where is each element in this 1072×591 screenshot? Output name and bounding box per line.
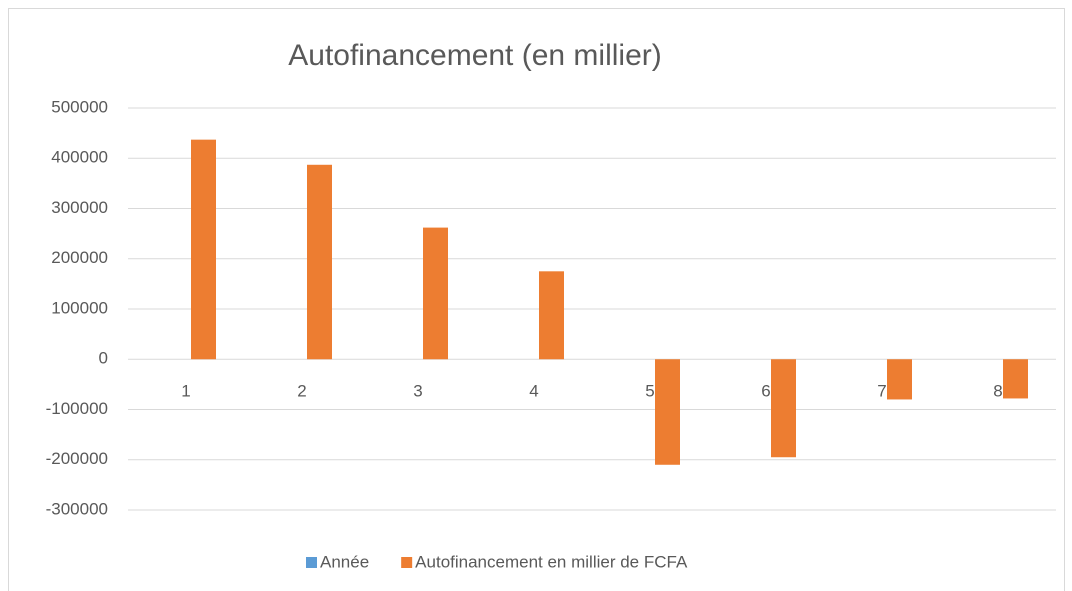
chart-title: Autofinancement (en millier): [288, 39, 662, 72]
y-tick-label: 200000: [51, 248, 108, 267]
x-tick-label: 5: [645, 381, 654, 400]
x-tick-label: 6: [761, 381, 770, 400]
y-tick-label: 0: [99, 349, 108, 368]
legend-swatch: [306, 557, 317, 568]
x-tick-label: 1: [181, 381, 190, 400]
x-tick-label: 7: [877, 381, 886, 400]
bar: [655, 359, 680, 465]
x-tick-label: 3: [413, 381, 422, 400]
bar: [307, 164, 332, 360]
x-tick-label: 2: [297, 381, 306, 400]
y-tick-label: 100000: [51, 298, 108, 317]
y-tick-label: -300000: [46, 499, 108, 518]
y-tick-label: -200000: [46, 449, 108, 468]
bar: [1003, 359, 1028, 399]
bar: [539, 271, 564, 360]
bar: [771, 359, 796, 458]
bar: [423, 227, 448, 360]
x-tick-label: 4: [529, 381, 538, 400]
y-tick-label: 500000: [51, 97, 108, 116]
legend-label: Année: [320, 552, 369, 571]
x-tick-label: 8: [993, 381, 1002, 400]
y-tick-label: -100000: [46, 399, 108, 418]
y-tick-label: 300000: [51, 198, 108, 217]
legend-swatch: [401, 557, 413, 568]
chart-border: [8, 8, 1065, 591]
legend-label: Autofinancement en millier de FCFA: [415, 552, 688, 571]
bar: [191, 139, 216, 360]
y-tick-label: 400000: [51, 148, 108, 167]
bar: [887, 359, 912, 400]
